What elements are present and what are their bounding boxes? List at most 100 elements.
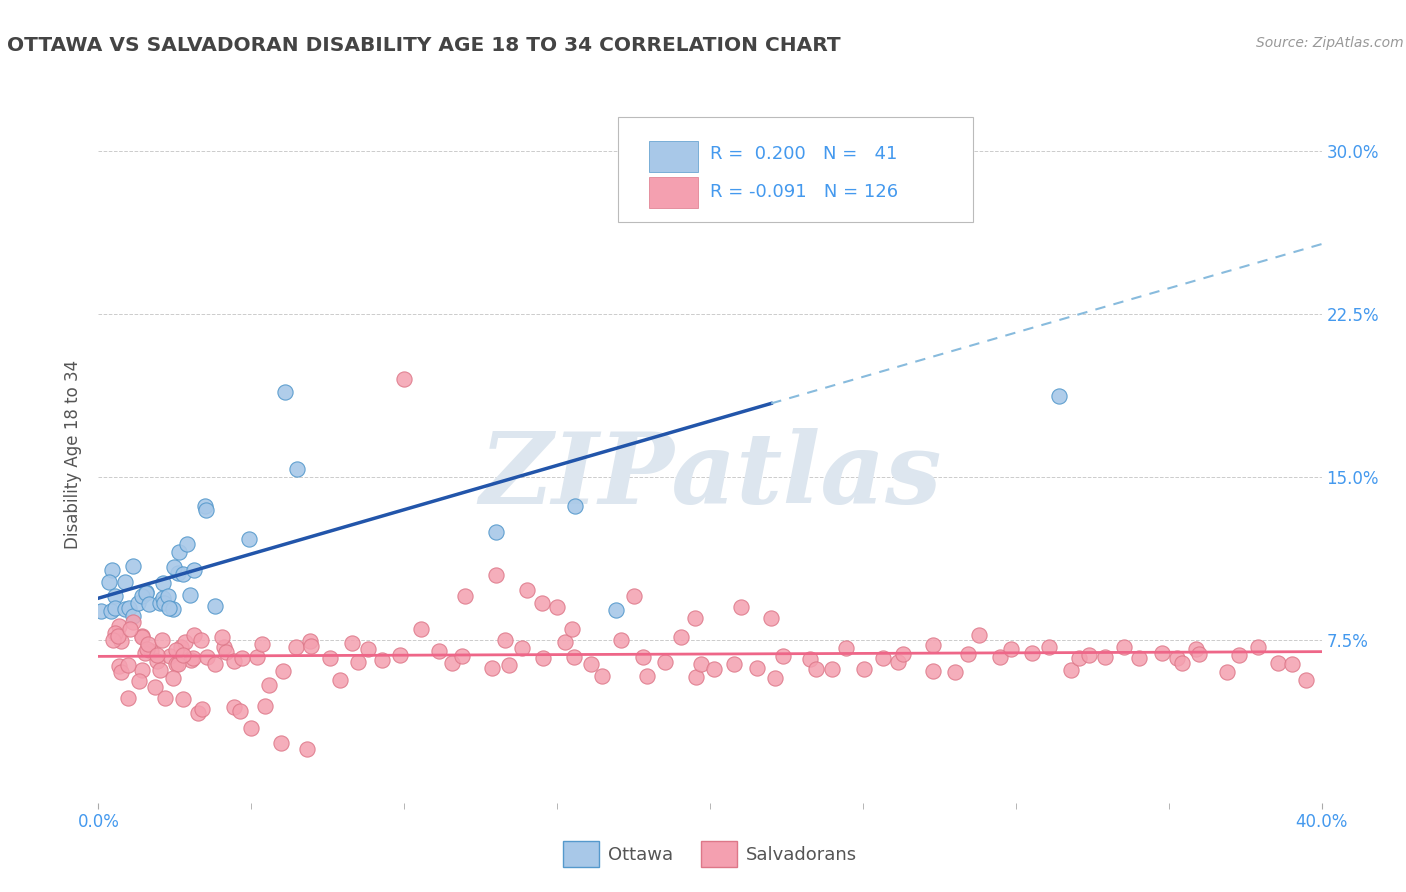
Point xyxy=(122,558,145,573)
Point xyxy=(176,537,198,551)
Point xyxy=(134,646,156,660)
Point xyxy=(152,576,174,591)
Point xyxy=(104,626,127,640)
Y-axis label: Disability Age 18 to 34: Disability Age 18 to 34 xyxy=(65,360,83,549)
Point xyxy=(110,633,132,648)
Point xyxy=(135,586,157,600)
Point xyxy=(1094,649,1116,664)
Point xyxy=(128,674,150,689)
Point xyxy=(631,650,654,665)
Point xyxy=(745,661,768,675)
Point xyxy=(299,634,322,648)
Point xyxy=(806,662,828,676)
Point xyxy=(131,629,153,643)
Point xyxy=(730,600,752,615)
Point xyxy=(186,706,208,721)
Point xyxy=(104,600,127,615)
Point xyxy=(579,657,602,671)
Point xyxy=(921,664,943,678)
Text: R = -0.091   N = 126: R = -0.091 N = 126 xyxy=(710,183,898,201)
Point xyxy=(530,596,553,610)
Point xyxy=(103,632,125,647)
Point xyxy=(943,665,966,679)
Point xyxy=(1188,647,1211,661)
Point xyxy=(165,657,187,671)
Point xyxy=(167,545,190,559)
Point xyxy=(1112,640,1135,655)
Point xyxy=(152,591,174,605)
Point xyxy=(1185,641,1208,656)
Point xyxy=(136,637,159,651)
Point xyxy=(222,654,245,668)
Point xyxy=(149,664,172,678)
Point xyxy=(561,622,583,636)
Point xyxy=(166,657,188,671)
Point xyxy=(270,736,292,750)
Point xyxy=(117,657,139,672)
Point xyxy=(153,596,176,610)
Point xyxy=(1038,640,1060,654)
Point xyxy=(250,637,273,651)
Point xyxy=(162,601,184,615)
Point xyxy=(118,600,141,615)
Point xyxy=(274,384,297,399)
Point xyxy=(1000,641,1022,656)
Point xyxy=(1227,648,1250,662)
Point xyxy=(172,691,194,706)
Point xyxy=(259,678,281,692)
Point xyxy=(429,643,451,657)
Point xyxy=(1171,656,1194,670)
Point xyxy=(299,639,322,653)
Point xyxy=(194,499,217,513)
Point xyxy=(163,560,186,574)
Point xyxy=(254,699,277,714)
Bar xyxy=(650,141,697,172)
Text: OTTAWA VS SALVADORAN DISABILITY AGE 18 TO 34 CORRELATION CHART: OTTAWA VS SALVADORAN DISABILITY AGE 18 T… xyxy=(7,36,841,54)
Point xyxy=(143,681,166,695)
Bar xyxy=(650,177,697,208)
Point xyxy=(135,585,157,599)
Point xyxy=(485,567,508,582)
Point xyxy=(1021,646,1043,660)
Point xyxy=(246,649,269,664)
Point xyxy=(371,653,394,667)
Point xyxy=(114,574,136,589)
Point xyxy=(238,532,260,546)
Point xyxy=(1281,657,1303,672)
Point xyxy=(872,651,894,665)
Point xyxy=(127,596,149,610)
Point xyxy=(411,623,433,637)
Point xyxy=(1295,673,1317,687)
Point xyxy=(174,635,197,649)
Point xyxy=(110,665,132,680)
Point xyxy=(181,651,204,665)
Point xyxy=(591,669,613,683)
Point xyxy=(723,657,745,672)
Point xyxy=(204,599,226,613)
Point xyxy=(510,640,533,655)
Point xyxy=(195,503,218,517)
Point xyxy=(180,653,202,667)
Point xyxy=(1166,650,1188,665)
Point xyxy=(90,604,112,618)
Point xyxy=(195,650,218,665)
Point xyxy=(988,649,1011,664)
Point xyxy=(886,655,908,669)
Point xyxy=(759,611,782,625)
Point xyxy=(285,462,308,476)
Point xyxy=(107,619,129,633)
Point xyxy=(240,721,263,735)
Point xyxy=(498,658,520,673)
Point xyxy=(654,655,676,669)
Point xyxy=(107,659,129,673)
Point xyxy=(329,673,352,687)
Point xyxy=(1128,651,1150,665)
Point xyxy=(190,632,212,647)
Point xyxy=(135,641,157,656)
Point xyxy=(546,600,568,615)
Point xyxy=(554,634,576,648)
Point xyxy=(214,645,236,659)
Point xyxy=(131,663,153,677)
Point xyxy=(481,661,503,675)
Point xyxy=(204,657,226,671)
